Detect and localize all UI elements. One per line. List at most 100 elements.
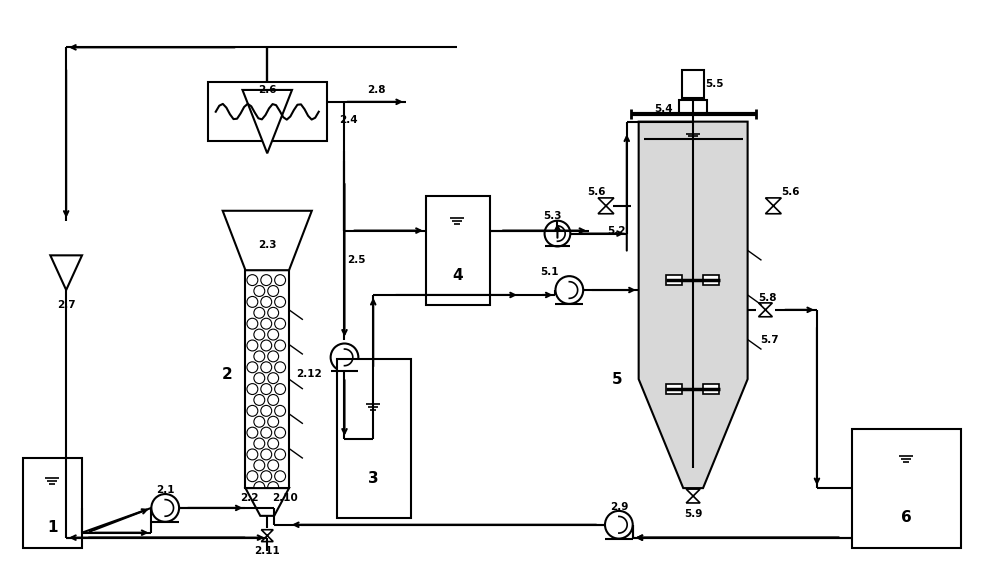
Polygon shape bbox=[666, 384, 682, 394]
Circle shape bbox=[261, 296, 272, 307]
Bar bbox=[852, 429, 961, 547]
Circle shape bbox=[254, 373, 265, 384]
Text: 2.9: 2.9 bbox=[610, 502, 628, 512]
Circle shape bbox=[247, 384, 258, 395]
Text: 2.3: 2.3 bbox=[258, 240, 276, 251]
Circle shape bbox=[261, 449, 272, 460]
Circle shape bbox=[247, 449, 258, 460]
Circle shape bbox=[268, 329, 279, 340]
Circle shape bbox=[261, 405, 272, 416]
Polygon shape bbox=[598, 198, 614, 214]
Circle shape bbox=[275, 275, 286, 286]
Circle shape bbox=[268, 351, 279, 362]
Text: 5.1: 5.1 bbox=[540, 267, 559, 277]
Text: 5.7: 5.7 bbox=[760, 335, 779, 345]
Circle shape bbox=[605, 511, 633, 539]
Circle shape bbox=[247, 340, 258, 351]
Text: 2.4: 2.4 bbox=[339, 115, 358, 125]
Circle shape bbox=[275, 318, 286, 329]
Text: 1: 1 bbox=[47, 520, 58, 535]
Circle shape bbox=[261, 340, 272, 351]
Circle shape bbox=[261, 362, 272, 373]
Text: 5.5: 5.5 bbox=[706, 79, 724, 89]
Text: 5.8: 5.8 bbox=[758, 293, 777, 303]
Circle shape bbox=[275, 427, 286, 438]
Polygon shape bbox=[639, 122, 748, 488]
Circle shape bbox=[545, 221, 570, 247]
Text: 5.3: 5.3 bbox=[543, 210, 562, 221]
Circle shape bbox=[331, 343, 358, 371]
Text: 6: 6 bbox=[901, 510, 911, 525]
Bar bbox=[245, 270, 289, 488]
Text: 2.8: 2.8 bbox=[367, 85, 385, 95]
Circle shape bbox=[261, 318, 272, 329]
Text: 5.2: 5.2 bbox=[608, 226, 626, 236]
Circle shape bbox=[268, 482, 279, 493]
Circle shape bbox=[268, 395, 279, 405]
Text: 2.2: 2.2 bbox=[240, 493, 259, 503]
Circle shape bbox=[268, 286, 279, 296]
Circle shape bbox=[254, 416, 265, 427]
Circle shape bbox=[247, 427, 258, 438]
Circle shape bbox=[275, 362, 286, 373]
Circle shape bbox=[261, 471, 272, 482]
Circle shape bbox=[247, 275, 258, 286]
Bar bbox=[337, 359, 411, 518]
Text: 2.7: 2.7 bbox=[57, 300, 75, 310]
Text: 2: 2 bbox=[222, 367, 233, 382]
Bar bbox=[682, 70, 704, 98]
Circle shape bbox=[268, 460, 279, 471]
Polygon shape bbox=[245, 488, 289, 516]
Bar bbox=[426, 196, 490, 305]
Circle shape bbox=[268, 438, 279, 449]
Text: 2.11: 2.11 bbox=[254, 546, 280, 556]
Text: 5.9: 5.9 bbox=[684, 509, 702, 519]
Text: 5.4: 5.4 bbox=[654, 104, 673, 114]
Polygon shape bbox=[223, 211, 312, 270]
Bar bbox=[23, 458, 82, 547]
Circle shape bbox=[275, 449, 286, 460]
Circle shape bbox=[275, 405, 286, 416]
Circle shape bbox=[261, 275, 272, 286]
Circle shape bbox=[275, 340, 286, 351]
Circle shape bbox=[254, 482, 265, 493]
Circle shape bbox=[247, 405, 258, 416]
Bar bbox=[679, 100, 707, 114]
Text: 5.6: 5.6 bbox=[587, 187, 605, 197]
Circle shape bbox=[254, 329, 265, 340]
Polygon shape bbox=[686, 489, 700, 503]
Circle shape bbox=[268, 373, 279, 384]
Text: 2.5: 2.5 bbox=[347, 255, 366, 265]
Text: 2.10: 2.10 bbox=[272, 493, 298, 503]
Polygon shape bbox=[703, 384, 719, 394]
Text: 3: 3 bbox=[368, 470, 379, 486]
Polygon shape bbox=[666, 275, 682, 285]
Circle shape bbox=[268, 416, 279, 427]
Circle shape bbox=[254, 460, 265, 471]
Circle shape bbox=[555, 276, 583, 304]
Text: 2.6: 2.6 bbox=[258, 85, 276, 95]
Text: 4: 4 bbox=[452, 268, 463, 283]
Circle shape bbox=[254, 395, 265, 405]
Polygon shape bbox=[242, 90, 292, 153]
Circle shape bbox=[275, 384, 286, 395]
Circle shape bbox=[254, 438, 265, 449]
Circle shape bbox=[254, 351, 265, 362]
Text: 5.6: 5.6 bbox=[781, 187, 799, 197]
Circle shape bbox=[261, 427, 272, 438]
Polygon shape bbox=[703, 275, 719, 285]
Text: 2.1: 2.1 bbox=[156, 485, 174, 495]
Bar bbox=[208, 82, 327, 142]
Circle shape bbox=[247, 362, 258, 373]
Circle shape bbox=[275, 296, 286, 307]
Circle shape bbox=[151, 494, 179, 522]
Circle shape bbox=[254, 307, 265, 318]
Polygon shape bbox=[765, 198, 781, 214]
Polygon shape bbox=[261, 530, 273, 542]
Text: 2.12: 2.12 bbox=[296, 369, 322, 379]
Polygon shape bbox=[759, 303, 772, 317]
Circle shape bbox=[261, 384, 272, 395]
Circle shape bbox=[247, 296, 258, 307]
Circle shape bbox=[275, 471, 286, 482]
Text: 5: 5 bbox=[612, 371, 622, 387]
